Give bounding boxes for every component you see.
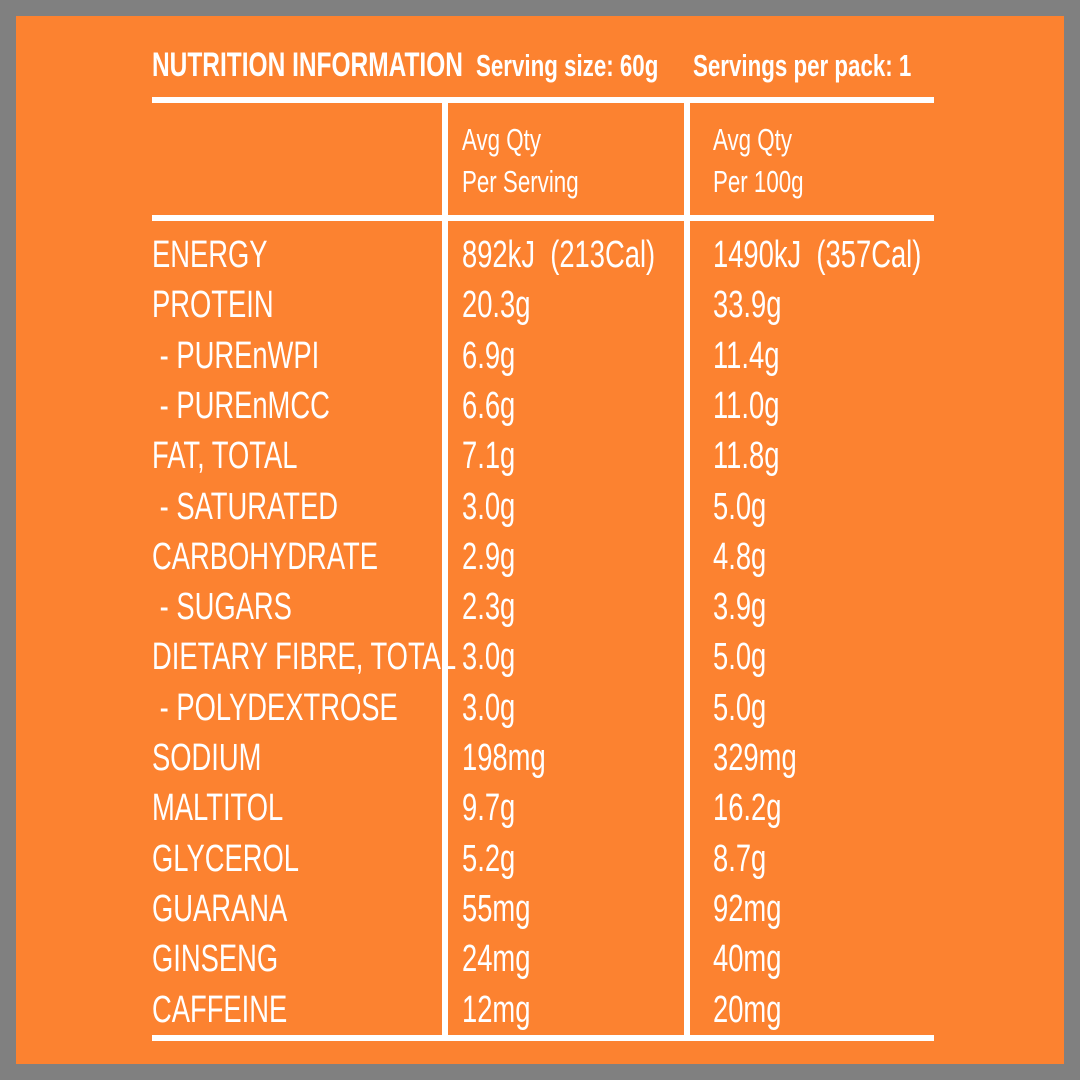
row-label: - POLYDEXTROSE: [152, 687, 398, 729]
row-label: - PUREnWPI: [152, 335, 320, 377]
row-label: CAFFEINE: [152, 989, 288, 1031]
row-per-serving: 3.0g: [462, 636, 516, 678]
nutrition-title: NUTRITION INFORMATION: [152, 46, 463, 84]
row-per-100g: 5.0g: [713, 636, 767, 678]
row-per-100g: 40mg: [713, 938, 782, 980]
row-per-100g: 11.4g: [713, 335, 780, 377]
per-serving-header-line1: Avg Qty: [462, 122, 541, 157]
row-per-serving: 198mg: [462, 737, 546, 779]
row-per-100g: 16.2g: [713, 787, 782, 829]
row-per-serving: 2.9g: [462, 536, 516, 578]
per-serving-header-line2: Per Serving: [462, 164, 579, 199]
row-per-serving: 3.0g: [462, 687, 516, 729]
serving-size: Serving size: 60g: [476, 48, 659, 83]
row-label: MALTITOL: [152, 787, 284, 829]
header-rule: [152, 215, 934, 221]
row-label: GINSENG: [152, 938, 279, 980]
row-per-100g: 20mg: [713, 989, 782, 1031]
row-per-100g: 5.0g: [713, 687, 767, 729]
row-per-serving: 5.2g: [462, 838, 516, 880]
row-per-100g: 4.8g: [713, 536, 767, 578]
servings-per-pack: Servings per pack: 1: [693, 48, 912, 83]
row-per-serving: 9.7g: [462, 787, 516, 829]
row-per-serving: 892kJ (213Cal): [462, 234, 656, 276]
row-per-100g: 11.0g: [713, 385, 780, 427]
row-label: SODIUM: [152, 737, 262, 779]
row-per-serving: 6.6g: [462, 385, 516, 427]
column-divider-1: [442, 103, 448, 1035]
row-per-serving: 12mg: [462, 989, 531, 1031]
row-per-serving: 55mg: [462, 888, 531, 930]
per-100g-header-line2: Per 100g: [713, 164, 804, 199]
row-label: - SUGARS: [152, 586, 292, 628]
row-label: GLYCEROL: [152, 838, 299, 880]
per-100g-header-line1: Avg Qty: [713, 122, 792, 157]
row-label: PROTEIN: [152, 284, 274, 326]
row-per-serving: 6.9g: [462, 335, 516, 377]
row-per-100g: 5.0g: [713, 486, 767, 528]
row-label: - PUREnMCC: [152, 385, 330, 427]
row-per-100g: 1490kJ (357Cal): [713, 234, 922, 276]
column-divider-2: [684, 103, 690, 1035]
row-per-100g: 8.7g: [713, 838, 767, 880]
row-label: ENERGY: [152, 234, 268, 276]
row-per-100g: 3.9g: [713, 586, 767, 628]
row-per-100g: 329mg: [713, 737, 797, 779]
row-label: - SATURATED: [152, 486, 338, 528]
row-per-serving: 7.1g: [462, 435, 516, 477]
row-per-serving: 20.3g: [462, 284, 531, 326]
row-per-serving: 2.3g: [462, 586, 516, 628]
bottom-rule: [152, 1035, 934, 1041]
row-label: CARBOHYDRATE: [152, 536, 379, 578]
row-per-100g: 92mg: [713, 888, 782, 930]
nutrition-panel: [16, 16, 1064, 1064]
top-rule: [152, 97, 934, 103]
row-per-serving: 3.0g: [462, 486, 516, 528]
row-label: DIETARY FIBRE, TOTAL: [152, 636, 457, 678]
row-label: GUARANA: [152, 888, 288, 930]
row-per-100g: 11.8g: [713, 435, 780, 477]
row-label: FAT, TOTAL: [152, 435, 298, 477]
row-per-100g: 33.9g: [713, 284, 782, 326]
row-per-serving: 24mg: [462, 938, 531, 980]
